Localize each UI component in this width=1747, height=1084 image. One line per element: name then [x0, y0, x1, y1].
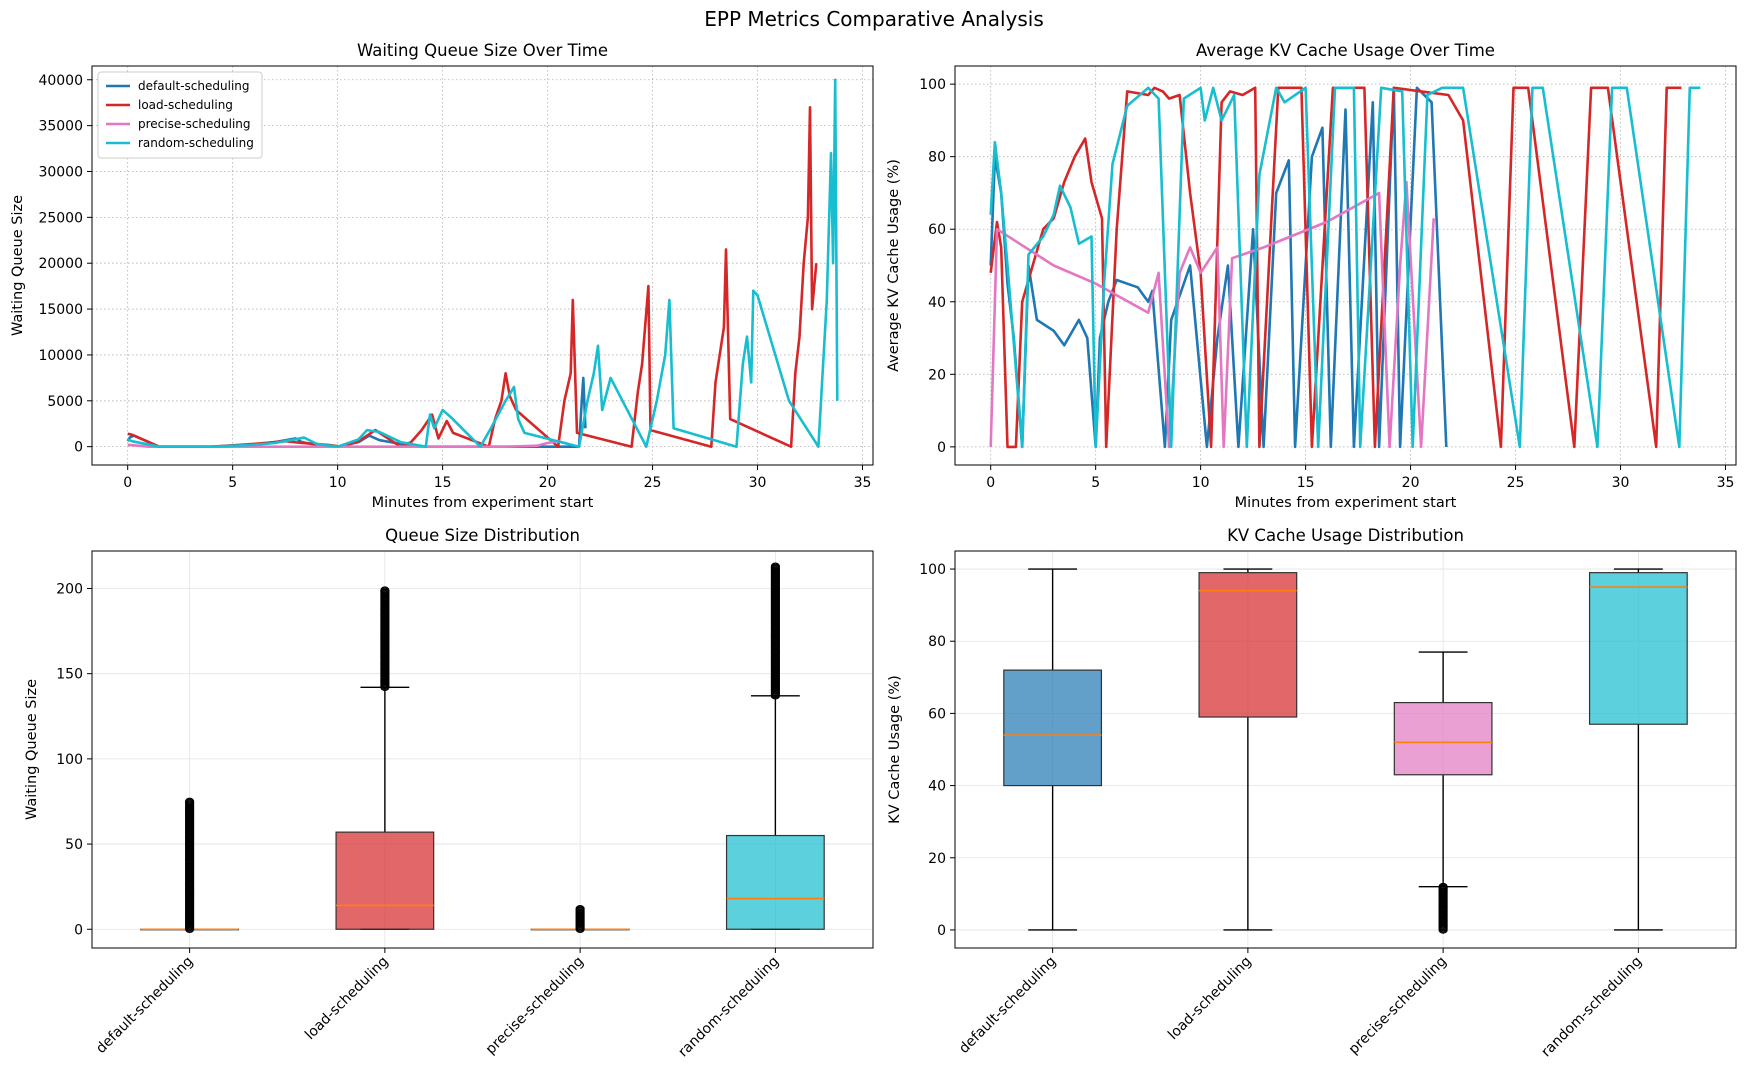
plot-area: [140, 562, 825, 934]
y-tick-label: 0: [74, 440, 83, 456]
plot-area: [1003, 568, 1688, 934]
x-tick-label: 15: [1297, 475, 1315, 491]
x-tick-label: 20: [539, 475, 557, 491]
series-line-random-scheduling: [127, 78, 839, 448]
y-tick-label: 0: [937, 923, 946, 939]
box-outlier: [1438, 882, 1448, 891]
x-tick-label: 30: [1612, 475, 1630, 491]
y-tick-label: 100: [56, 752, 83, 768]
chart-title: KV Cache Usage Distribution: [1227, 526, 1464, 545]
y-tick-label: 25000: [38, 210, 83, 226]
chart-title: Average KV Cache Usage Over Time: [1196, 41, 1495, 60]
axes-frame: [91, 65, 874, 466]
x-tick-label: 15: [434, 475, 452, 491]
figure-title: EPP Metrics Comparative Analysis: [704, 7, 1043, 31]
y-tick-label: 40000: [38, 73, 83, 89]
box-body-precise-scheduling: [1393, 701, 1493, 776]
x-tick-label: 35: [854, 475, 872, 491]
y-axis-label: Waiting Queue Size: [24, 679, 40, 820]
y-tick-label: 30000: [38, 164, 83, 180]
series-line-random-scheduling: [989, 86, 1701, 449]
x-tick-label: 5: [228, 475, 237, 491]
y-tick-label: 10000: [38, 348, 83, 364]
x-tick-label: 25: [644, 475, 662, 491]
y-tick-label: 20: [928, 851, 946, 867]
x-tick-label: 10: [329, 475, 347, 491]
legend-label: random-scheduling: [138, 136, 254, 150]
chart-title: Queue Size Distribution: [385, 526, 580, 545]
x-tick-label: 20: [1402, 475, 1420, 491]
chart-title: Waiting Queue Size Over Time: [357, 41, 608, 60]
y-tick-label: 40: [928, 779, 946, 795]
y-tick-label: 35000: [38, 119, 83, 135]
x-tick-label: 30: [749, 475, 767, 491]
y-tick-label: 100: [919, 77, 946, 93]
x-tick-label: 35: [1717, 475, 1735, 491]
plot-area: [989, 86, 1701, 449]
legend-label: default-scheduling: [138, 79, 250, 93]
y-tick-label: 200: [56, 581, 83, 597]
y-tick-label: 15000: [38, 302, 83, 318]
box-outlier: [770, 562, 780, 571]
x-tick-label: 0: [123, 475, 132, 491]
legend-label: load-scheduling: [138, 98, 233, 112]
box-outlier: [185, 797, 195, 806]
x-tick-label: 0: [986, 475, 995, 491]
x-axis-label: Minutes from experiment start: [1235, 495, 1457, 511]
x-tick-label: 25: [1507, 475, 1525, 491]
box-body-default-scheduling: [1003, 669, 1103, 787]
y-tick-label: 20000: [38, 256, 83, 272]
legend-label: precise-scheduling: [138, 117, 251, 131]
axes-frame: [954, 550, 1737, 949]
axes-frame: [91, 550, 874, 949]
box-outlier: [380, 586, 390, 594]
y-tick-label: 100: [919, 562, 946, 578]
y-tick-label: 40: [928, 295, 946, 311]
y-tick-label: 150: [56, 667, 83, 683]
plot-area: [126, 78, 839, 448]
y-tick-label: 50: [65, 837, 83, 853]
chart-kv-time: Average KV Cache Usage Over Time 0 20 40 60 8…: [886, 41, 1737, 511]
y-tick-label: 20: [928, 367, 946, 383]
y-tick-label: 80: [928, 150, 946, 166]
y-tick-label: 60: [928, 222, 946, 238]
series-line-precise-scheduling: [989, 180, 1435, 449]
series-line-load-scheduling: [989, 86, 1682, 449]
box-body-load-scheduling: [335, 831, 435, 930]
axes-frame: [954, 65, 1737, 466]
chart-queue-time: Waiting Queue Size Over Time 0 5000 10000 15…: [10, 41, 874, 511]
y-tick-label: 0: [74, 922, 83, 938]
box-body-random-scheduling: [1588, 572, 1688, 725]
box-body-load-scheduling: [1198, 572, 1298, 718]
y-tick-label: 80: [928, 634, 946, 650]
y-tick-label: 0: [937, 440, 946, 456]
box-body-random-scheduling: [725, 834, 825, 930]
x-axis-label: Minutes from experiment start: [372, 495, 594, 511]
legend-box: [97, 71, 263, 159]
x-tick-label: 5: [1091, 475, 1100, 491]
series-line-default-scheduling: [989, 86, 1448, 449]
y-axis-label: KV Cache Usage (%): [887, 675, 903, 824]
x-tick-label: 10: [1192, 475, 1210, 491]
y-tick-label: 60: [928, 706, 946, 722]
y-axis-label: Average KV Cache Usage (%): [886, 159, 902, 372]
y-tick-label: 5000: [47, 394, 83, 410]
y-axis-label: Waiting Queue Size: [10, 195, 26, 336]
box-outlier: [575, 905, 585, 913]
